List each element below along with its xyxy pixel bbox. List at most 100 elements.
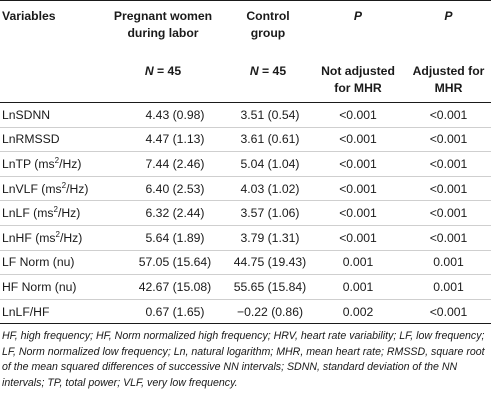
cell-p-unadjusted: <0.001	[339, 156, 377, 171]
variable-unit: (ms	[37, 181, 62, 196]
cell-p-unadjusted: 0.001	[342, 279, 374, 294]
header-pregnant: Pregnant women during labor	[100, 1, 226, 51]
cell-variable: LnTP (ms2/Hz)	[0, 152, 100, 177]
table-row: LnHF (ms2/Hz) 5.64 (1.89) 3.79 (1.31) <0.00…	[0, 225, 491, 250]
subheader-p1-line2: for MHR	[334, 80, 382, 95]
header-p-adjusted: P	[444, 9, 453, 23]
variable-unit-tail: /Hz)	[66, 181, 89, 196]
cell-variable: LnHF (ms2/Hz)	[0, 225, 100, 250]
cell-variable: LF Norm (nu)	[0, 250, 100, 275]
subheader-control-n: N = 45	[226, 51, 310, 103]
pregnant-n-value: = 45	[153, 63, 182, 78]
cell-p-adjusted: <0.001	[429, 181, 468, 196]
cell-p-adjusted: <0.001	[429, 230, 468, 245]
cell-control: 3.57 (1.06)	[240, 206, 300, 221]
header-control: Control group	[226, 1, 310, 51]
cell-variable: LnLF (ms2/Hz)	[0, 201, 100, 226]
table-header: Variables Pregnant women during labor Co…	[0, 0, 491, 103]
table-row: LnLF/HF 0.67 (1.65) −0.22 (0.86) 0.002 <0.00…	[0, 299, 491, 324]
cell-pregnant: 6.40 (2.53)	[145, 181, 205, 196]
variable-unit-tail: /Hz)	[59, 230, 83, 245]
cell-pregnant: 42.67 (15.08)	[138, 279, 212, 294]
variable-name: LnHF	[2, 230, 32, 245]
table-row: LnSDNN 4.43 (0.98) 3.51 (0.54) <0.001 <0.001	[0, 103, 491, 128]
cell-control: 3.79 (1.31)	[240, 230, 300, 245]
variable-name: LnSDNN	[2, 107, 51, 122]
header-variables: Variables	[2, 9, 56, 23]
variable-unit-tail: /Hz)	[57, 206, 81, 221]
header-p-unadjusted: P	[353, 9, 363, 23]
header-pregnant-line2: during labor	[127, 26, 199, 40]
cell-control: 3.51 (0.54)	[240, 107, 300, 122]
table-body: LnSDNN 4.43 (0.98) 3.51 (0.54) <0.001 <0.001…	[0, 103, 491, 324]
cell-control: −0.22 (0.86)	[236, 304, 304, 319]
cell-control: 55.65 (15.84)	[233, 279, 307, 294]
cell-p-adjusted: <0.001	[429, 304, 468, 319]
cell-control: 3.61 (0.61)	[240, 132, 300, 147]
table-footnote: HF, high frequency; HF, Norm normalized …	[2, 330, 485, 389]
variable-name: LnLF	[2, 206, 30, 221]
subheader-pregnant-n: N = 45	[100, 51, 226, 103]
variable-unit-tail: /Hz)	[59, 156, 82, 171]
table-row: LF Norm (nu) 57.05 (15.64) 44.75 (19.43) 0.…	[0, 250, 491, 275]
pregnant-n-symbol: N	[144, 63, 154, 78]
subheader-row: N = 45 N = 45 Not adjusted for MHR Adjus…	[0, 51, 491, 103]
header-control-line2: group	[250, 26, 286, 40]
control-n-symbol: N	[249, 63, 259, 78]
hrv-comparison-table: Variables Pregnant women during labor Co…	[0, 0, 491, 324]
control-n-value: = 45	[258, 63, 287, 78]
cell-p-unadjusted: <0.001	[339, 230, 377, 245]
cell-pregnant: 0.67 (1.65)	[145, 304, 205, 319]
variable-name: LF Norm (nu)	[2, 255, 75, 270]
cell-variable: HF Norm (nu)	[0, 275, 100, 300]
cell-pregnant: 6.32 (2.44)	[145, 206, 205, 221]
table-row: LnRMSSD 4.47 (1.13) 3.61 (0.61) <0.001 <0.00…	[0, 127, 491, 152]
cell-p-unadjusted: <0.001	[339, 107, 377, 122]
subheader-p-unadjusted: Not adjusted for MHR	[310, 51, 406, 103]
variable-name: LnTP	[2, 156, 31, 171]
cell-pregnant: 5.64 (1.89)	[145, 230, 205, 245]
variable-unit: (ms	[30, 156, 55, 171]
subheader-p-adjusted: Adjusted for MHR	[406, 51, 491, 103]
cell-pregnant: 7.44 (2.46)	[145, 156, 205, 171]
cell-p-adjusted: <0.001	[429, 156, 468, 171]
variable-name: HF Norm (nu)	[2, 279, 77, 294]
cell-variable: LnLF/HF	[0, 299, 100, 324]
variable-unit: (ms	[31, 230, 56, 245]
cell-p-adjusted: <0.001	[429, 132, 468, 147]
subheader-empty	[0, 51, 100, 103]
variable-name: LnRMSSD	[2, 132, 60, 147]
variable-unit: (ms	[29, 206, 54, 221]
header-row: Variables Pregnant women during labor Co…	[0, 0, 491, 51]
cell-p-unadjusted: <0.001	[339, 181, 377, 196]
cell-p-unadjusted: 0.001	[342, 255, 374, 270]
header-pregnant-line1: Pregnant women	[113, 9, 213, 23]
table-row: HF Norm (nu) 42.67 (15.08) 55.65 (15.84) 0.…	[0, 274, 491, 300]
cell-pregnant: 4.43 (0.98)	[145, 107, 205, 122]
variable-name: LnLF/HF	[2, 304, 50, 319]
subheader-p1-line1: Not adjusted	[321, 63, 395, 78]
cell-p-adjusted: 0.001	[433, 279, 464, 294]
table-row: LnTP (ms2/Hz) 7.44 (2.46) 5.04 (1.04) <0.00…	[0, 151, 491, 177]
cell-control: 5.04 (1.04)	[240, 156, 300, 171]
table-row: LnLF (ms2/Hz) 6.32 (2.44) 3.57 (1.06) <0.00…	[0, 200, 491, 226]
cell-p-adjusted: 0.001	[433, 255, 464, 270]
table-row: LnVLF (ms2/Hz) 6.40 (2.53) 4.03 (1.02) <0.0…	[0, 176, 491, 201]
cell-p-unadjusted: <0.001	[339, 206, 377, 221]
cell-pregnant: 4.47 (1.13)	[145, 132, 205, 147]
cell-control: 4.03 (1.02)	[240, 181, 300, 196]
subheader-p2-line2: MHR	[434, 80, 463, 95]
cell-variable: LnSDNN	[0, 103, 100, 128]
cell-pregnant: 57.05 (15.64)	[138, 255, 212, 270]
cell-variable: LnVLF (ms2/Hz)	[0, 176, 100, 201]
variable-unit-exponent: 2	[53, 205, 58, 215]
cell-p-unadjusted: <0.001	[339, 132, 377, 147]
cell-p-adjusted: <0.001	[429, 206, 468, 221]
variable-unit-exponent: 2	[54, 155, 60, 165]
variable-name: LnVLF	[2, 181, 38, 196]
cell-control: 44.75 (19.43)	[233, 255, 307, 270]
header-control-line1: Control	[246, 9, 290, 23]
cell-p-adjusted: <0.001	[429, 107, 468, 122]
cell-p-unadjusted: 0.002	[342, 304, 374, 319]
